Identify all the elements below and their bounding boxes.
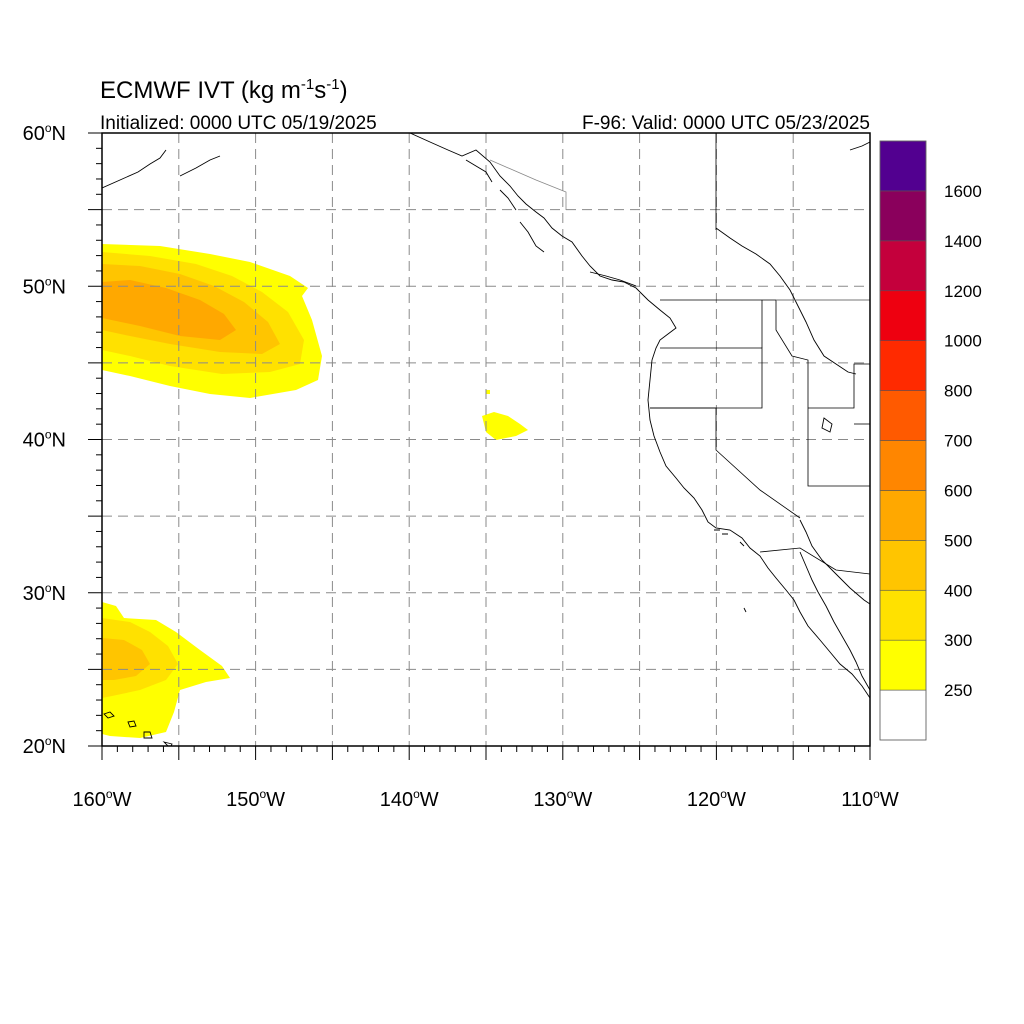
coastlines bbox=[102, 133, 870, 746]
colorbar-label: 500 bbox=[944, 531, 972, 550]
colorbar-swatch bbox=[879, 390, 927, 441]
lon-label: 160oW bbox=[73, 787, 132, 811]
colorbar-swatch bbox=[879, 440, 927, 491]
colorbar-swatch bbox=[879, 540, 927, 591]
axis-ticks bbox=[88, 132, 871, 760]
ivt-patch-central bbox=[482, 412, 528, 440]
coastline-ne-corner bbox=[849, 141, 870, 151]
colorbar-label: 300 bbox=[944, 631, 972, 650]
ivt-plume-north-500 bbox=[102, 280, 236, 340]
coastline-alaska-bc bbox=[409, 133, 677, 361]
coastline-islands-se-alaska bbox=[465, 159, 637, 287]
lat-label: 60oN bbox=[23, 121, 66, 145]
longitude-labels: 160oW 150oW 140oW 130oW 120oW 110oW bbox=[73, 787, 899, 811]
lat-label: 40oN bbox=[23, 428, 66, 452]
lon-label: 150oW bbox=[226, 787, 285, 811]
colorbar-swatch bbox=[879, 639, 927, 691]
channel-islands bbox=[714, 417, 833, 613]
coastline-gulf-east bbox=[799, 519, 870, 605]
lat-label: 20oN bbox=[23, 734, 66, 758]
colorbar-swatch bbox=[879, 140, 927, 192]
coastline-baja-gulf bbox=[799, 551, 870, 691]
valid-label: F-96: Valid: 0000 UTC 05/23/2025 bbox=[582, 113, 870, 134]
coastline-us-west bbox=[647, 359, 870, 699]
lon-label: 140oW bbox=[380, 787, 439, 811]
figure-title: ECMWF IVT (kg m-1s-1) bbox=[100, 76, 348, 104]
colorbar-label: 600 bbox=[944, 481, 972, 500]
hawaii-islands bbox=[103, 711, 173, 746]
colorbar-swatch bbox=[879, 340, 927, 391]
colorbar-label: 800 bbox=[944, 382, 972, 401]
colorbar-label: 1000 bbox=[944, 332, 982, 351]
initialized-label: Initialized: 0000 UTC 05/19/2025 bbox=[100, 113, 377, 134]
colorbar-label: 1400 bbox=[944, 232, 982, 251]
colorbar-frame bbox=[879, 140, 927, 741]
colorbar-label: 400 bbox=[944, 581, 972, 600]
ivt-shading bbox=[102, 244, 528, 738]
lat-lon-grid bbox=[102, 133, 870, 746]
colorbar-swatch bbox=[879, 290, 927, 341]
lon-label: 120oW bbox=[687, 787, 746, 811]
colorbar-label: 250 bbox=[944, 681, 972, 700]
lat-label: 50oN bbox=[23, 274, 66, 298]
colorbar-swatch bbox=[879, 589, 927, 641]
colorbar-label: 1600 bbox=[944, 182, 982, 201]
colorbar-swatch bbox=[879, 240, 927, 292]
lon-label: 110oW bbox=[841, 787, 899, 811]
colorbar-swatch bbox=[879, 190, 927, 242]
coastline-hudson bbox=[715, 227, 857, 375]
colorbar-swatch bbox=[879, 689, 927, 741]
lat-label: 30oN bbox=[23, 581, 66, 605]
colorbar-swatch bbox=[879, 490, 927, 541]
colorbar: 250 300 400 500 600 700 800 1000 1200 1400 1600 bbox=[879, 140, 982, 741]
colorbar-label: 700 bbox=[944, 432, 972, 451]
political-borders bbox=[489, 133, 870, 575]
colorbar-label: 1200 bbox=[944, 282, 982, 301]
lon-label: 130oW bbox=[533, 787, 592, 811]
latitude-labels: 60oN 50oN 40oN 30oN 20oN bbox=[23, 121, 66, 758]
coastline-alaska-west bbox=[102, 149, 221, 189]
